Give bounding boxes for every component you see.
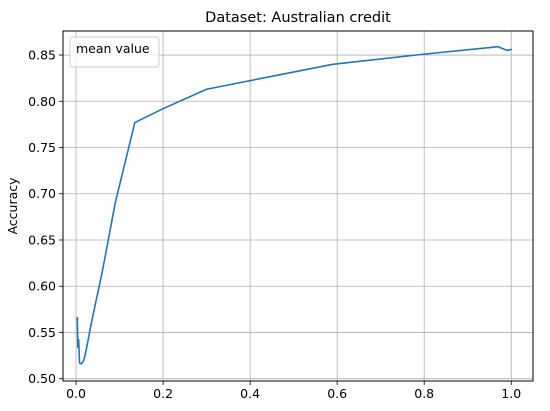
y-tick-label: 0.80	[28, 94, 56, 109]
x-tick-label: 0.8	[414, 386, 434, 401]
legend-box	[69, 36, 160, 68]
y-tick-label: 0.65	[28, 232, 56, 247]
y-tick-label: 0.60	[28, 279, 56, 294]
grid	[63, 31, 533, 381]
plot-frame	[62, 30, 534, 382]
y-axis: 0.50 0.55 0.60 0.65 0.70 0.75 0.80 0.85	[28, 48, 63, 386]
x-axis: 0.0 0.2 0.4 0.6 0.8 1.0	[66, 381, 521, 401]
x-tick-label: 0.4	[240, 386, 260, 401]
y-tick-label: 0.70	[28, 186, 56, 201]
x-tick-label: 0.0	[66, 386, 86, 401]
y-tick-label: 0.75	[28, 140, 56, 155]
y-tick-label: 0.50	[28, 371, 56, 386]
x-tick-label: 1.0	[501, 386, 521, 401]
series-line	[76, 45, 513, 365]
x-tick-label: 0.2	[153, 386, 173, 401]
legend: mean value	[69, 36, 160, 68]
y-tick-label: 0.85	[28, 48, 56, 63]
y-axis-label: Accuracy	[5, 177, 20, 235]
series-layer	[76, 45, 513, 365]
x-tick-label: 0.6	[327, 386, 347, 401]
y-tick-label: 0.55	[28, 325, 56, 340]
legend-entry: mean value	[76, 41, 150, 56]
chart-title: Dataset: Australian credit	[205, 10, 391, 26]
